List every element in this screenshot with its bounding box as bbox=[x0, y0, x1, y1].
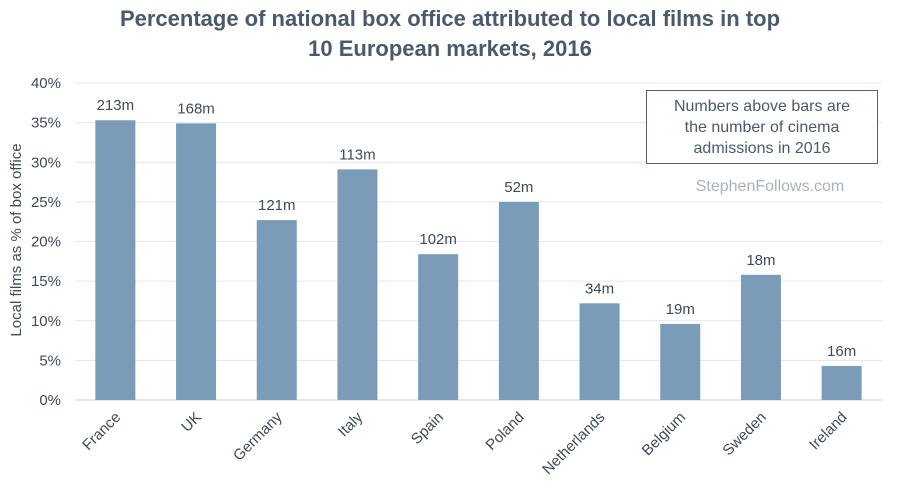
x-tick-label: Netherlands bbox=[539, 409, 608, 478]
data-labels: 213m 168m 121m 113m 102m 52m 34m 19m 18m 16m bbox=[97, 97, 857, 360]
x-tick-label: France bbox=[79, 409, 124, 454]
x-tick-label: UK bbox=[178, 409, 205, 436]
y-tick-label: 40% bbox=[31, 75, 61, 92]
annotation-box: Numbers above bars are the number of cin… bbox=[646, 90, 878, 164]
y-tick-label: 0% bbox=[39, 392, 61, 409]
x-tick-label: Belgium bbox=[639, 409, 689, 459]
annotation-line-1: Numbers above bars are bbox=[673, 98, 851, 115]
y-axis-label: Local films as % of box office bbox=[8, 143, 25, 336]
bar-germany bbox=[256, 220, 297, 400]
bar-sweden bbox=[740, 274, 781, 400]
data-label: 19m bbox=[666, 301, 695, 318]
y-tick-label: 5% bbox=[39, 352, 61, 369]
data-label: 113m bbox=[339, 146, 375, 163]
bar-belgium bbox=[660, 323, 701, 400]
bar-spain bbox=[418, 254, 459, 400]
bar-uk bbox=[176, 123, 217, 400]
bar-ireland bbox=[821, 365, 862, 400]
y-tick-label: 10% bbox=[31, 313, 61, 330]
y-axis-ticks: 0% 5% 10% 15% 20% 25% 30% 35% 40% bbox=[31, 75, 61, 409]
data-label: 102m bbox=[419, 231, 457, 248]
data-label: 34m bbox=[585, 280, 614, 297]
annotation-line-3: admissions in 2016 bbox=[693, 140, 831, 157]
x-tick-label: Italy bbox=[335, 408, 367, 440]
bar-france bbox=[95, 120, 136, 400]
x-tick-label: Spain bbox=[408, 409, 447, 448]
data-label: 18m bbox=[746, 252, 775, 269]
bar-poland bbox=[498, 201, 539, 400]
chart-title: Percentage of national box office attrib… bbox=[0, 4, 900, 64]
y-tick-label: 35% bbox=[31, 115, 61, 132]
x-tick-label: Poland bbox=[483, 409, 528, 454]
y-tick-label: 15% bbox=[31, 273, 61, 290]
y-tick-label: 25% bbox=[31, 194, 61, 211]
y-tick-label: 30% bbox=[31, 154, 61, 171]
y-tick-label: 20% bbox=[31, 234, 61, 251]
x-tick-label: Germany bbox=[230, 408, 286, 464]
bar-netherlands bbox=[579, 303, 620, 400]
bars bbox=[95, 120, 862, 400]
x-axis-ticks: France UK Germany Italy Spain Poland Netherlan… bbox=[79, 408, 850, 478]
watermark: StephenFollows.com bbox=[696, 178, 845, 195]
data-label: 52m bbox=[504, 179, 533, 196]
chart-title-line-1: Percentage of national box office attrib… bbox=[119, 6, 781, 31]
data-label: 121m bbox=[258, 197, 296, 214]
chart-title-line-2: 10 European markets, 2016 bbox=[308, 36, 592, 61]
data-label: 16m bbox=[827, 343, 856, 360]
bar-italy bbox=[337, 169, 378, 400]
data-label: 213m bbox=[97, 97, 135, 114]
x-tick-label: Sweden bbox=[719, 409, 769, 459]
data-label: 168m bbox=[177, 100, 215, 117]
x-tick-label: Ireland bbox=[806, 409, 850, 453]
annotation-line-2: the number of cinema bbox=[684, 119, 840, 136]
